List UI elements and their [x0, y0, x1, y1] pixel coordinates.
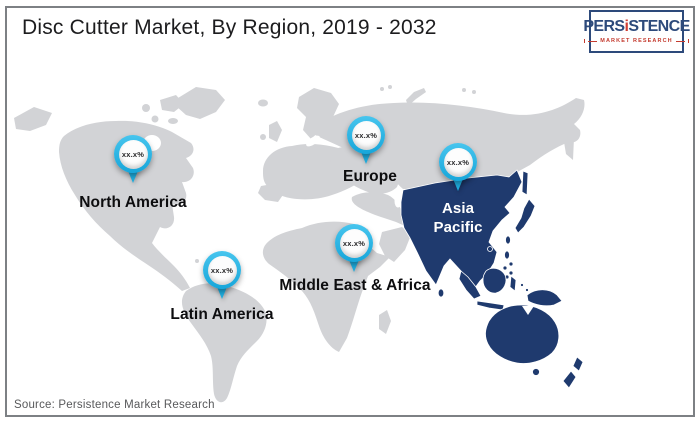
pin-value-asia-pacific: xx.x%: [443, 147, 473, 177]
pin-value-latin-america: xx.x%: [207, 255, 237, 285]
baltic-sea: [306, 135, 320, 147]
land-scandinavia: [297, 88, 339, 139]
region-label-middle-east-africa: Middle East & Africa: [279, 277, 431, 294]
caspian-sea: [394, 194, 402, 208]
logo-wordmark: PERSiSTENCE: [583, 18, 690, 35]
logo-tagline-row: MARKET RESEARCH: [584, 38, 689, 44]
region-label-asia-pacific: Asia Pacific: [433, 200, 483, 236]
pin-value-north-america: xx.x%: [118, 139, 148, 169]
land-greenland: [176, 87, 225, 119]
land-java: [476, 300, 505, 311]
logo-tick-right: [687, 39, 689, 43]
land-sumatra: [458, 270, 482, 300]
region-label-north-america: North America: [79, 194, 187, 211]
land-hainan: [487, 246, 493, 252]
land-borneo: [482, 267, 507, 294]
source-note: Source: Persistence Market Research: [14, 399, 215, 411]
land-taiwan: [505, 235, 511, 245]
land-uk: [269, 121, 282, 142]
land-australia: [485, 304, 560, 364]
land-new-zealand-south: [562, 370, 577, 389]
persistence-logo: PERSiSTENCE MARKET RESEARCH: [583, 10, 690, 53]
pin-circle: xx.x%: [335, 224, 373, 262]
map-pin-north-america: xx.x%: [114, 135, 152, 183]
land-kamchatka: [564, 132, 574, 160]
black-sea: [345, 189, 359, 195]
land-sakhalin: [521, 170, 529, 196]
land-middle-east: [351, 192, 405, 226]
logo-tagline: MARKET RESEARCH: [600, 38, 673, 44]
pin-value-middle-east-africa: xx.x%: [339, 228, 369, 258]
land-caribbean: [195, 259, 199, 263]
map-pin-latin-america: xx.x%: [203, 251, 241, 299]
water-details: [143, 135, 402, 208]
land-south-america: [181, 283, 267, 403]
logo-accent-i: i: [624, 18, 629, 35]
logo-tick-left: [584, 39, 586, 43]
land-sulawesi: [509, 275, 517, 292]
region-label-latin-america: Latin America: [170, 306, 274, 323]
logo-text-stence: STENCE: [628, 18, 690, 35]
logo-dash-left: [588, 40, 598, 42]
land-madagascar: [379, 310, 391, 334]
land-arabia: [379, 227, 411, 262]
logo-dash-right: [675, 40, 685, 42]
map-pin-middle-east-africa: xx.x%: [335, 224, 373, 272]
pin-circle: xx.x%: [439, 143, 477, 181]
land-tasmania: [532, 368, 540, 376]
land-new-guinea: [526, 289, 563, 307]
map-pin-asia-pacific: xx.x%: [439, 143, 477, 191]
pin-circle: xx.x%: [114, 135, 152, 173]
page-title: Disc Cutter Market, By Region, 2019 - 20…: [22, 16, 437, 39]
land-north-america: [59, 120, 194, 291]
pin-value-europe: xx.x%: [351, 120, 381, 150]
pin-circle: xx.x%: [203, 251, 241, 289]
land-alaska: [14, 107, 52, 131]
region-label-europe: Europe: [343, 168, 397, 185]
land-iceland: [258, 99, 268, 107]
land-new-zealand-north: [572, 356, 584, 372]
map-pin-europe: xx.x%: [347, 116, 385, 164]
land-sri-lanka: [437, 288, 445, 298]
land-novaya-zemlya: [406, 88, 426, 106]
land-japan: [514, 198, 536, 234]
land-philippines: [504, 250, 510, 260]
asia-pacific-highlight: [400, 169, 584, 389]
land-iberia: [258, 183, 285, 202]
pin-circle: xx.x%: [347, 116, 385, 154]
gulf-of-carpentaria: [522, 306, 534, 315]
logo-text-pers: PERS: [583, 18, 625, 35]
